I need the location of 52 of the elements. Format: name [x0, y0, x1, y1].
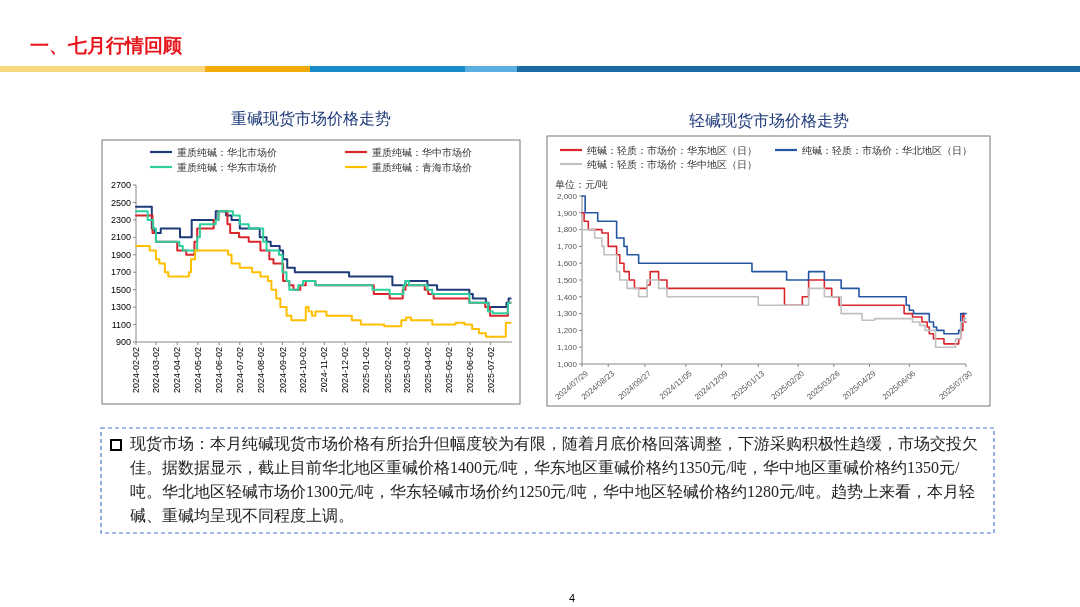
y-tick-label: 1,700 — [556, 242, 578, 252]
x-tick-label: 2024-12-02 — [340, 347, 351, 394]
y-tick-label: 2,000 — [556, 191, 578, 201]
x-tick-label: 2025-03-02 — [401, 347, 412, 394]
y-tick-label: 1300 — [110, 302, 131, 313]
x-tick-label: 2025-06-02 — [465, 347, 476, 394]
x-tick-label: 2024-02-02 — [131, 347, 142, 394]
y-tick-label: 2300 — [110, 215, 131, 226]
legend-label: 重质纯碱：华中市场价 — [372, 146, 472, 158]
y-tick-label: 1500 — [110, 284, 131, 295]
x-tick-label: 2025-04-02 — [423, 347, 434, 394]
x-tick-label: 2024-08-02 — [256, 347, 267, 394]
y-tick-label: 2700 — [110, 180, 131, 191]
legend-label: 纯碱：轻质：市场价：华东地区（日） — [587, 144, 757, 156]
x-tick-label: 2025-07-02 — [485, 347, 496, 394]
legend-label: 重质纯碱：华北市场价 — [177, 146, 277, 158]
y-tick-label: 1,000 — [556, 359, 578, 369]
chart-title: 重碱现货市场价格走势 — [231, 110, 391, 127]
y-tick-label: 2100 — [110, 232, 131, 243]
x-tick-label: 2024-07-02 — [234, 347, 245, 394]
y-axis-title: 单位：元/吨 — [555, 179, 608, 190]
text: 现货市场：本月纯碱现货市场价格有所抬升但幅度较为有限，随着月底价格回落调整，下游采购积极性趋缓，市场交投欠佳。据数据显示，截止目前华北地区重碱价格1400元/吨，华东地区重碱价格约1350元/吨，华中地区重碱价格约1350元/吨。华北地区轻碱市场价1300元/吨，华东轻碱市场价约1250元/吨，华中地区轻碱价格约1280元/吨。趋势上来看，本月轻碱、重碱均呈现不同程度上调。 — [130, 434, 979, 526]
legend-label: 重质纯碱：青海市场价 — [372, 161, 472, 173]
y-tick-label: 1,900 — [556, 208, 578, 218]
x-tick-label: 2024-09-02 — [277, 347, 288, 394]
y-tick-label: 1,300 — [556, 309, 578, 319]
legend-label: 纯碱：轻质：市场价：华北地区（日） — [802, 144, 972, 156]
x-tick-label: 2024-10-02 — [298, 347, 309, 394]
x-tick-label: 2025-02-02 — [382, 347, 393, 394]
y-tick-label: 1,200 — [556, 326, 578, 336]
x-tick-label: 2024-03-02 — [151, 347, 162, 394]
text: 一、七月行情回顾 — [30, 35, 183, 56]
x-tick-label: 2024-05-02 — [193, 347, 204, 394]
y-tick-label: 1,400 — [556, 292, 578, 302]
text: 4 — [568, 592, 576, 604]
legend-label: 重质纯碱：华东市场价 — [177, 161, 277, 173]
x-tick-label: 2024-11-02 — [319, 347, 330, 393]
y-tick-label: 1100 — [111, 319, 131, 330]
y-tick-label: 1700 — [110, 267, 131, 278]
y-tick-label: 1900 — [110, 249, 131, 260]
x-tick-label: 2025-05-02 — [443, 347, 454, 394]
x-tick-label: 2024-06-02 — [214, 347, 225, 394]
y-tick-label: 1,600 — [556, 259, 578, 268]
legend-label: 纯碱：轻质：市场价：华中地区（日） — [587, 158, 757, 170]
y-tick-label: 900 — [115, 337, 131, 348]
x-tick-label: 2024-04-02 — [172, 347, 183, 394]
chart-title: 轻碱现货市场价格走势 — [688, 112, 849, 129]
y-tick-label: 1,100 — [556, 343, 578, 352]
y-tick-label: 1,800 — [556, 225, 578, 235]
x-tick-label: 2025-01-02 — [361, 347, 372, 394]
y-tick-label: 1,500 — [556, 275, 578, 285]
y-tick-label: 2500 — [110, 197, 131, 208]
